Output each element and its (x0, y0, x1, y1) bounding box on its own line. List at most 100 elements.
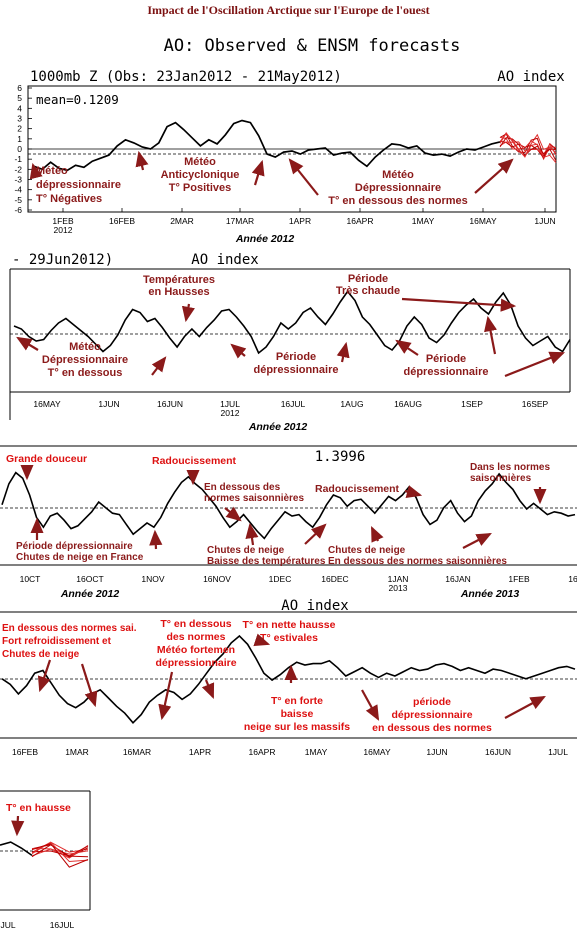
annotation-arrow (304, 523, 327, 545)
chart-4-x-tick: 1JUL (548, 747, 568, 757)
annotation-arrow (181, 303, 195, 323)
annotation-arrow (151, 356, 167, 376)
chart-3-x-tick: 1NOV (141, 574, 164, 584)
annotation-arrow (404, 485, 423, 498)
chart-1-title: AO: Observed & ENSM forecasts (164, 36, 461, 56)
chart-1-annotation-1: Météo dépressionnaire T° Négatives (36, 165, 121, 205)
chart-1-y-tick: 5 (17, 93, 22, 103)
annotation-arrow (504, 695, 546, 719)
chart-2-annotation-1: Températures en Hausses (143, 274, 215, 298)
chart-5-annotation-1: T° en hausse (6, 802, 71, 814)
annotation-arrow (371, 526, 384, 543)
chart-1-x-tick: 1FEB 2012 (52, 216, 74, 235)
chart-4-x-tick: 1JUN (426, 747, 447, 757)
chart-5-forecast-member (31, 845, 89, 857)
chart-5-x-tick: JUL (0, 920, 15, 930)
chart-1-x-tick: 16MAY (469, 216, 497, 226)
annotation-arrow (401, 297, 517, 312)
chart-3-x-tick: 16DEC (321, 574, 348, 584)
chart-5-forecast-member (31, 844, 89, 858)
chart-3-x-tick: 10CT (20, 574, 41, 584)
annotation-arrow (29, 162, 43, 180)
chart-3-mean-label: 1.3996 (315, 449, 366, 465)
chart-4-annotation-2: T° en dessous des normes Météo fortemen dép… (155, 618, 236, 669)
chart-2-x-tick: 1JUN (98, 399, 119, 409)
chart-3-x-tick: 16NOV (203, 574, 231, 584)
chart-1-y-tick: 2 (17, 124, 22, 134)
chart-2-x-tick: 16JUL (281, 399, 306, 409)
chart-4-x-tick: 1MAY (305, 747, 328, 757)
chart-4-x-tick: 16APR (249, 747, 276, 757)
annotation-arrow (474, 158, 514, 194)
chart-3-x-tick: 16OCT (76, 574, 103, 584)
annotation-arrow (224, 506, 242, 522)
chart-5-forecast-member (31, 841, 89, 863)
chart-2-annotation-3: Météo Dépressionnaire T° en dessous (42, 341, 128, 379)
annotation-arrow (135, 150, 149, 171)
chart-1-y-tick: -3 (14, 175, 22, 185)
chart-1-x-tick: 1MAY (412, 216, 435, 226)
chart-1-y-tick: -6 (14, 205, 22, 215)
annotation-arrow (504, 351, 566, 378)
chart-1-y-tick: -1 (14, 154, 22, 164)
chart-3-year-label-2: Année 2013 (460, 588, 520, 600)
annotation-arrow (288, 158, 319, 196)
chart-3-x-tick: 1JAN 2013 (388, 574, 409, 593)
chart-3-annotation-2: Radoucissement (152, 455, 237, 467)
annotation-arrow (16, 336, 39, 351)
chart-1-mean-label: mean=0.1209 (36, 92, 119, 107)
chart-5-forecast-member (31, 843, 89, 868)
chart-3-year-label-1: Année 2012 (60, 588, 120, 600)
chart-1-y-tick: -4 (14, 185, 22, 195)
chart-1-forecast-member (499, 137, 557, 162)
chart-2-x-tick: 16MAY (33, 399, 61, 409)
annotation-arrow (251, 159, 265, 186)
chart-5-observed-line (0, 841, 33, 857)
chart-4-x-tick: 16JUN (485, 747, 511, 757)
chart-1-observed-line (33, 119, 501, 172)
page-title: Impact de l'Oscillation Arctique sur l'E… (147, 3, 430, 17)
chart-4-annotation-4: T° en forte baisse neige sur les massifs (244, 695, 350, 733)
chart-1-x-tick: 16APR (347, 216, 374, 226)
chart-3-annotation-3: En dessous des normes saisonnières (204, 482, 304, 504)
chart-1-subtitle: 1000mb Z (Obs: 23Jan2012 - 21May2012) (30, 69, 342, 85)
chart-1-y-tick: 4 (17, 103, 22, 113)
chart-2-year-label: Année 2012 (248, 421, 308, 433)
chart-3-annotation-7: Chutes de neige Baisse des températures (207, 545, 326, 567)
chart-3-x-tick: 1FEB (508, 574, 530, 584)
annotation-arrow (462, 532, 492, 549)
chart-1-forecast-member (499, 132, 557, 164)
annotation-arrow (149, 529, 163, 550)
chart-4-annotation-1: En dessous des normes sai. Fort refroidis… (2, 623, 137, 660)
chart-4-index-label: AO index (281, 598, 348, 614)
chart-4-x-tick: 1MAR (65, 747, 89, 757)
chart-1-x-tick: 1JUN (534, 216, 555, 226)
chart-2-index-label: AO index (191, 252, 258, 268)
chart-3-observed-line (1, 471, 576, 540)
annotation-arrow (11, 815, 25, 837)
chart-1-y-tick: -5 (14, 195, 22, 205)
chart-1-x-tick: 17MAR (226, 216, 254, 226)
chart-3-x-tick: 1DEC (269, 574, 292, 584)
chart-1-x-tick: 2MAR (170, 216, 194, 226)
chart-1-y-tick: -2 (14, 164, 22, 174)
chart-4-x-tick: 1APR (189, 747, 211, 757)
chart-1-annotation-3: Météo Dépressionnaire T° en dessous des no… (328, 169, 468, 207)
chart-3-x-tick: 16 (568, 574, 577, 584)
chart-1-index-label: AO index (497, 69, 564, 85)
chart-4-x-tick: 16FEB (12, 747, 38, 757)
annotation-arrow (230, 343, 247, 359)
chart-3-annotation-5: Dans les normes saisonnières (470, 462, 550, 484)
annotation-arrow (37, 659, 52, 693)
chart-1-y-tick: 1 (17, 134, 22, 144)
chart-2-x-tick: 1JUL 2012 (220, 399, 240, 418)
chart-5-x-tick: 16JUL (50, 920, 75, 930)
annotation-arrow (395, 339, 419, 356)
chart-4-x-tick: 16MAR (123, 747, 151, 757)
chart-3-annotation-1: Grande douceur (6, 453, 87, 465)
chart-2-x-tick: 16SEP (522, 399, 549, 409)
annotation-arrow (253, 633, 271, 647)
chart-2-x-tick: 16AUG (394, 399, 422, 409)
chart-4-annotation-5: période dépressionnaire en dessous des nor… (372, 696, 492, 734)
chart-1-annotation-2: Météo Anticyclonique T° Positives (161, 156, 240, 194)
